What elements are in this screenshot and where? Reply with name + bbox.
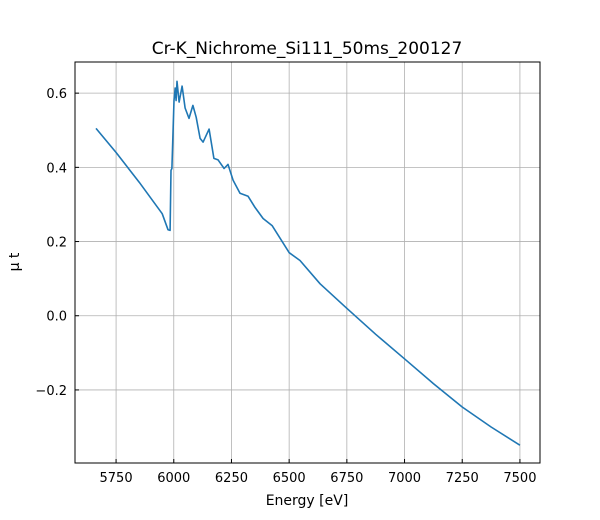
x-tick-label: 5750 [100,471,133,486]
y-tick-label: −0.2 [35,384,67,399]
x-tick-label: 6250 [215,471,248,486]
x-tick-label: 6750 [330,471,363,486]
grid [75,62,540,463]
chart-title: Cr-K_Nichrome_Si111_50ms_200127 [152,39,463,59]
y-axis-label: μ t [7,252,23,271]
y-tick-label: 0.2 [46,236,67,251]
x-tick-label: 7500 [503,471,536,486]
plot-frame [74,61,541,464]
x-axis-label: Energy [eV] [266,493,349,509]
x-tick-label: 6000 [157,471,190,486]
y-tick-label: 0.4 [46,161,67,176]
x-tick-label: 7000 [388,471,421,486]
x-tick-label: 6500 [273,471,306,486]
y-tick-label: 0.6 [46,87,67,102]
ticks: 5750 6000 6250 6500 6750 7000 7250 7500 −0.2 0.0 0… [35,87,536,486]
series-line [95,80,521,446]
x-tick-label: 7250 [446,471,479,486]
y-tick-label: 0.0 [46,310,67,325]
